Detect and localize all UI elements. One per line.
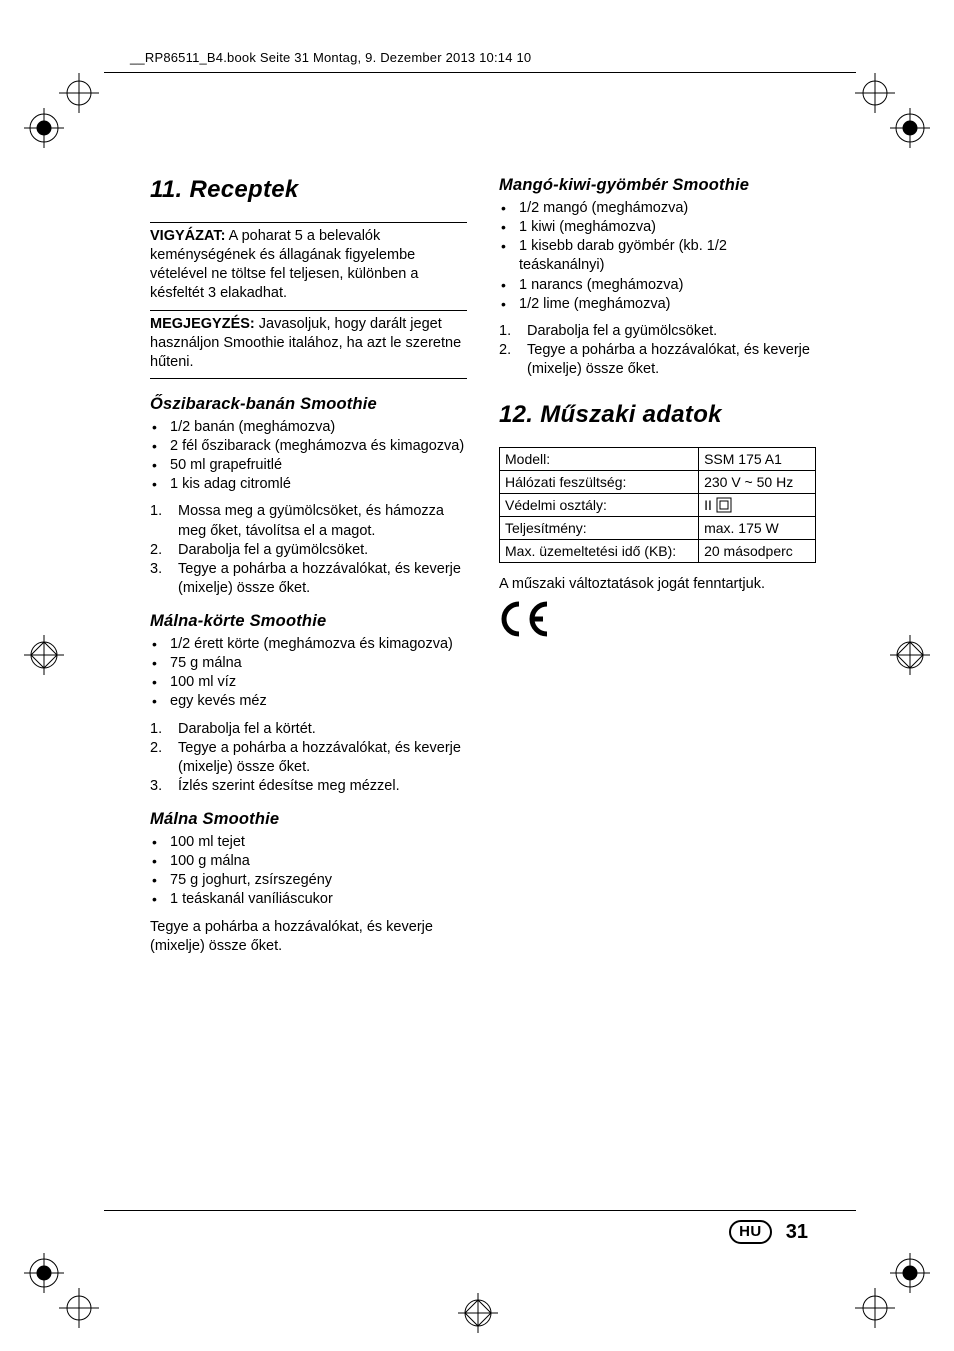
language-badge: HU <box>729 1220 772 1244</box>
list-item: 2 fél őszibarack (meghámozva és kimagozv… <box>150 437 467 456</box>
list-item: 75 g joghurt, zsírszegény <box>150 871 467 890</box>
page-content: 11. Receptek VIGYÁZAT: A poharat 5 a bel… <box>150 176 816 956</box>
caution-lead: VIGYÁZAT: <box>150 228 225 244</box>
list-item: 1/2 mangó (meghámozva) <box>499 199 816 218</box>
section-11-title: 11. Receptek <box>150 176 467 204</box>
table-row: Teljesítmény: max. 175 W <box>500 517 816 540</box>
recipe-4-title: Mangó-kiwi-gyömbér Smoothie <box>499 176 816 195</box>
spec-label: Teljesítmény: <box>500 517 699 540</box>
crop-mark-top-right <box>850 68 940 158</box>
table-row: Védelmi osztály: II <box>500 494 816 517</box>
spec-label: Hálózati feszültség: <box>500 471 699 494</box>
spec-value: SSM 175 A1 <box>699 448 816 471</box>
list-item: Darabolja fel a körtét. <box>150 720 467 739</box>
note-text: MEGJEGYZÉS: Javasoljuk, hogy darált jege… <box>150 315 467 372</box>
list-item: Darabolja fel a gyümölcsöket. <box>150 541 467 560</box>
spec-value: 230 V ~ 50 Hz <box>699 471 816 494</box>
crop-mark-bot-center <box>448 1283 508 1343</box>
crop-mark-bot-left <box>14 1243 104 1333</box>
note-lead: MEGJEGYZÉS: <box>150 316 255 332</box>
spec-label: Modell: <box>500 448 699 471</box>
running-header: __RP86511_B4.book Seite 31 Montag, 9. De… <box>130 50 531 65</box>
table-row: Hálózati feszültség: 230 V ~ 50 Hz <box>500 471 816 494</box>
crop-mark-top-left <box>14 68 104 158</box>
double-insulation-icon <box>716 497 732 513</box>
list-item: 1/2 banán (meghámozva) <box>150 418 467 437</box>
crop-mark-mid-left <box>14 625 74 685</box>
header-rule <box>104 72 856 73</box>
list-item: 1 kis adag citromlé <box>150 475 467 494</box>
crop-mark-mid-right <box>880 625 940 685</box>
recipe-2-title: Málna-körte Smoothie <box>150 612 467 631</box>
spec-value: II <box>699 494 816 517</box>
disclaimer-text: A műszaki változtatások jogát fenntartju… <box>499 575 816 594</box>
spec-value: max. 175 W <box>699 517 816 540</box>
recipe-4-ingredients: 1/2 mangó (meghámozva) 1 kiwi (meghámozv… <box>499 199 816 314</box>
list-item: Darabolja fel a gyümölcsöket. <box>499 322 816 341</box>
recipe-1-ingredients: 1/2 banán (meghámozva) 2 fél őszibarack … <box>150 418 467 495</box>
list-item: egy kevés méz <box>150 692 467 711</box>
list-item: Mossa meg a gyümölcsöket, és hámozza meg… <box>150 502 467 540</box>
section-12-title: 12. Műszaki adatok <box>499 401 816 429</box>
left-column: 11. Receptek VIGYÁZAT: A poharat 5 a bel… <box>150 176 467 956</box>
crop-mark-bot-right <box>850 1243 940 1333</box>
spec-value: 20 másodperc <box>699 540 816 563</box>
recipe-1-title: Őszibarack-banán Smoothie <box>150 395 467 414</box>
footer-rule <box>104 1210 856 1211</box>
class2-text: II <box>704 497 712 513</box>
table-row: Max. üzemeltetési idő (KB): 20 másodperc <box>500 540 816 563</box>
list-item: 1 teáskanál vaníliáscukor <box>150 890 467 909</box>
list-item: 1/2 érett körte (meghámozva és kimagozva… <box>150 635 467 654</box>
list-item: 1 kisebb darab gyömbér (kb. 1/2 teáskaná… <box>499 237 816 275</box>
caution-note-block: VIGYÁZAT: A poharat 5 a belevalók kemény… <box>150 222 467 379</box>
list-item: 50 ml grapefruitlé <box>150 456 467 475</box>
recipe-4-steps: Darabolja fel a gyümölcsöket. Tegye a po… <box>499 322 816 379</box>
table-row: Modell: SSM 175 A1 <box>500 448 816 471</box>
recipe-2-ingredients: 1/2 érett körte (meghámozva és kimagozva… <box>150 635 467 712</box>
spec-label: Védelmi osztály: <box>500 494 699 517</box>
page-number: 31 <box>786 1221 808 1244</box>
list-item: 100 g málna <box>150 852 467 871</box>
recipe-3-paragraph: Tegye a pohárba a hozzávalókat, és kever… <box>150 918 467 956</box>
spec-table: Modell: SSM 175 A1 Hálózati feszültség: … <box>499 447 816 563</box>
caution-divider <box>150 310 467 311</box>
list-item: 1 kiwi (meghámozva) <box>499 218 816 237</box>
list-item: 100 ml víz <box>150 673 467 692</box>
recipe-1-steps: Mossa meg a gyümölcsöket, és hámozza meg… <box>150 502 467 598</box>
list-item: Tegye a pohárba a hozzávalókat, és kever… <box>499 341 816 379</box>
caution-text: VIGYÁZAT: A poharat 5 a belevalók kemény… <box>150 227 467 304</box>
list-item: Tegye a pohárba a hozzávalókat, és kever… <box>150 560 467 598</box>
list-item: 1/2 lime (meghámozva) <box>499 295 816 314</box>
recipe-3-title: Málna Smoothie <box>150 810 467 829</box>
list-item: 100 ml tejet <box>150 833 467 852</box>
recipe-2-steps: Darabolja fel a körtét. Tegye a pohárba … <box>150 720 467 797</box>
ce-mark-icon <box>499 600 816 643</box>
spec-label: Max. üzemeltetési idő (KB): <box>500 540 699 563</box>
list-item: 75 g málna <box>150 654 467 673</box>
list-item: 1 narancs (meghámozva) <box>499 276 816 295</box>
recipe-3-ingredients: 100 ml tejet 100 g málna 75 g joghurt, z… <box>150 833 467 910</box>
list-item: Ízlés szerint édesítse meg mézzel. <box>150 777 467 796</box>
right-column: Mangó-kiwi-gyömbér Smoothie 1/2 mangó (m… <box>499 176 816 956</box>
list-item: Tegye a pohárba a hozzávalókat, és kever… <box>150 739 467 777</box>
